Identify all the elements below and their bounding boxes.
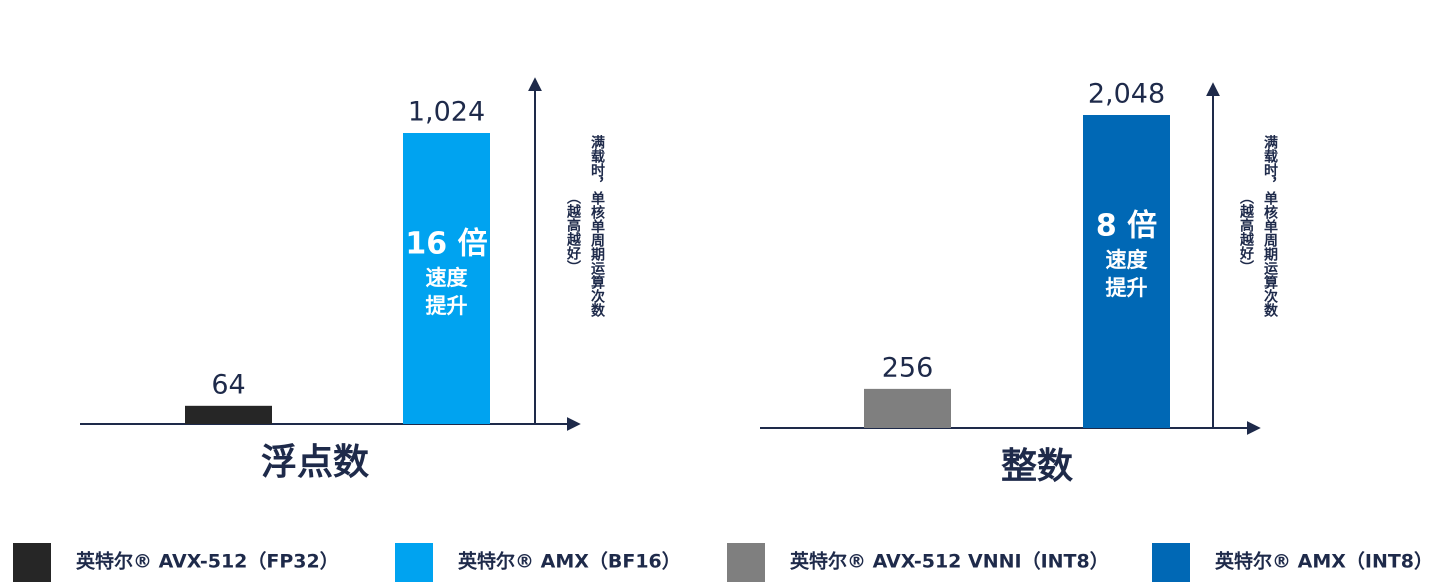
legend-label: 英特尔® AMX（INT8） <box>1215 550 1433 573</box>
y-axis-label: （越高越好） <box>1238 190 1255 274</box>
annotation: 16 倍 <box>405 227 487 262</box>
legend-label: 英特尔® AMX（BF16） <box>458 550 681 573</box>
bar <box>403 133 490 424</box>
legend-label: 英特尔® AVX-512 VNNI（INT8） <box>790 550 1109 573</box>
value-label: 256 <box>882 352 934 383</box>
annotation: 提升 <box>426 294 468 318</box>
value-label: 64 <box>211 369 245 400</box>
y-axis-label: 满载时，单核单周期运算次数 <box>589 134 605 318</box>
value-label: 2,048 <box>1088 79 1165 110</box>
legend-swatch <box>395 543 433 582</box>
legend-label: 英特尔® AVX-512（FP32） <box>76 550 339 573</box>
legend-swatch <box>727 543 765 582</box>
legend-swatch <box>13 543 51 582</box>
chart-title: 整数 <box>1001 446 1073 487</box>
annotation: 8 倍 <box>1096 209 1157 244</box>
y-axis-label: 满载时，单核单周期运算次数 <box>1262 134 1278 318</box>
chart-title: 浮点数 <box>261 442 369 483</box>
bar <box>185 405 272 424</box>
annotation: 提升 <box>1106 276 1148 300</box>
bar <box>864 388 951 428</box>
legend-swatch <box>1152 543 1190 582</box>
bar <box>1083 115 1170 428</box>
value-label: 1,024 <box>408 97 485 128</box>
annotation: 速度 <box>426 266 468 290</box>
y-axis-label: （越高越好） <box>565 190 582 274</box>
annotation: 速度 <box>1106 248 1148 272</box>
